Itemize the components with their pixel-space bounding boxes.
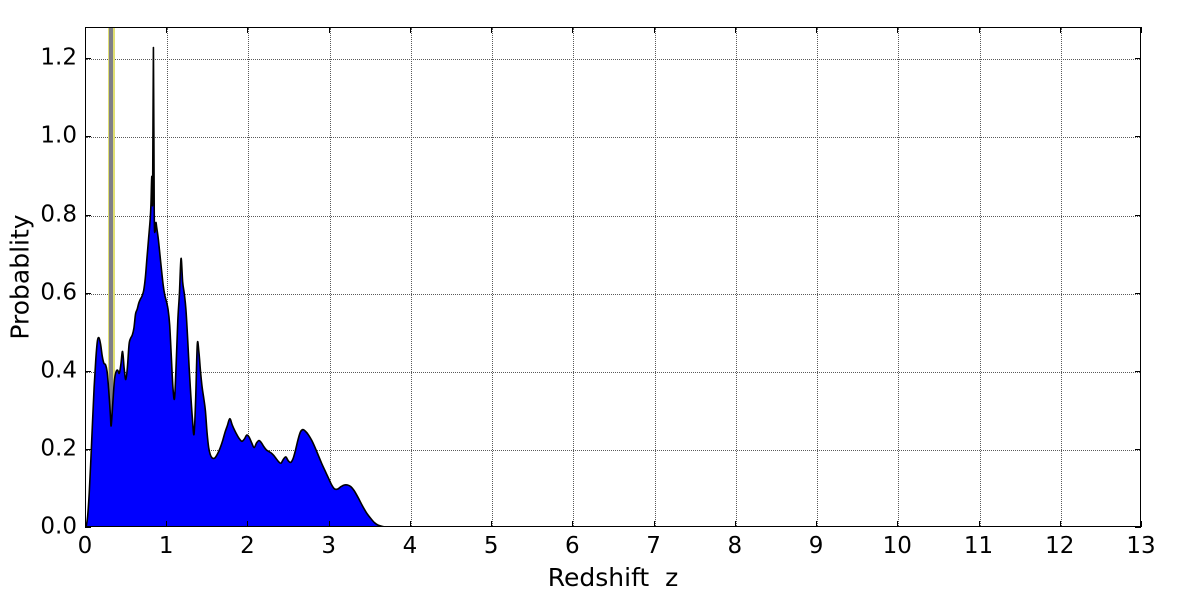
y-tick-mark [85,58,91,60]
y-tick-mark-right [1135,370,1141,372]
gridline-horizontal [86,371,1140,373]
gridline-vertical [979,28,981,526]
y-tick-mark [85,370,91,372]
x-tick-mark-top [166,27,168,33]
y-tick-mark-right [1135,448,1141,450]
x-tick-label: 8 [727,533,743,559]
plot-area [85,27,1141,527]
gridline-vertical [735,28,737,526]
x-tick-mark-top [247,27,249,33]
x-tick-label: 5 [483,533,499,559]
y-tick-mark-right [1135,214,1141,216]
gridline-horizontal [86,449,1140,451]
x-tick-mark-top [85,27,86,33]
x-tick-label: 11 [963,533,994,559]
x-tick-label: 12 [1045,533,1075,559]
x-tick-label: 6 [565,533,580,559]
y-tick-label: 1.2 [40,44,77,71]
pdf-area-curve [86,46,385,526]
y-tick-mark [85,136,91,138]
x-tick-mark-top [572,27,574,33]
x-tick-label: 4 [402,533,418,559]
x-tick-mark [897,521,899,527]
x-tick-mark [247,521,249,527]
x-tick-mark-top [734,27,736,33]
x-tick-label: 7 [646,533,661,559]
y-tick-mark [85,292,91,294]
x-tick-mark-top [1141,27,1142,33]
gridline-vertical [817,28,819,526]
x-tick-mark-top [897,27,899,33]
x-tick-label: 2 [240,533,255,559]
gridline-vertical [248,28,250,526]
x-axis-title: Redshift z [547,563,679,592]
x-tick-mark [816,521,818,527]
x-tick-mark [1141,521,1142,527]
x-tick-mark [85,521,86,527]
y-tick-mark-right [1135,292,1141,294]
gridline-vertical [410,28,412,526]
x-tick-mark-top [409,27,411,33]
gridline-vertical [1060,28,1062,526]
x-tick-mark-top [1059,27,1061,33]
y-tick-label: 1.0 [40,122,77,149]
x-tick-mark-top [978,27,980,33]
plot-inner-clip [86,28,1140,526]
x-tick-mark [1059,521,1061,527]
gridline-vertical [329,28,331,526]
x-tick-label: 0 [77,533,93,559]
y-tick-mark-right [1135,58,1141,60]
gridline-vertical [654,28,656,526]
x-tick-mark [653,521,655,527]
gridline-horizontal [86,137,1140,139]
gridline-horizontal [86,293,1140,295]
x-tick-mark-top [653,27,655,33]
y-tick-mark [85,527,91,528]
gridline-vertical [573,28,575,526]
gridline-horizontal [86,215,1140,217]
x-tick-label: 1 [158,533,174,559]
y-tick-label: 0.6 [40,279,77,306]
x-tick-mark [978,521,980,527]
gridline-vertical [167,28,169,526]
x-tick-mark [166,521,168,527]
x-tick-label: 13 [1126,533,1156,559]
x-tick-mark-top [491,27,493,33]
x-tick-label: 3 [321,533,337,559]
y-axis-title: Probablity [5,214,35,340]
x-tick-label: 10 [882,533,912,559]
pdf-outline [86,46,385,526]
y-tick-mark-right [1135,527,1141,528]
y-tick-mark [85,214,91,216]
x-tick-mark [491,521,493,527]
y-tick-label: 0.2 [40,435,77,462]
x-tick-mark [734,521,736,527]
x-tick-mark [409,521,411,527]
x-tick-label: 9 [808,533,824,559]
x-tick-mark [572,521,574,527]
y-tick-label: 0.0 [40,513,77,540]
pdf-fill [86,47,381,526]
x-tick-mark [328,521,330,527]
gridline-horizontal [86,59,1140,61]
spectroscopic-redshift-line [108,28,114,526]
y-tick-label: 0.4 [40,357,77,384]
x-tick-mark-top [816,27,818,33]
gridline-vertical [492,28,494,526]
y-tick-label: 0.8 [40,201,77,227]
y-tick-mark-right [1135,136,1141,138]
x-tick-mark-top [328,27,330,33]
gridline-vertical [898,28,900,526]
y-tick-mark [85,448,91,450]
